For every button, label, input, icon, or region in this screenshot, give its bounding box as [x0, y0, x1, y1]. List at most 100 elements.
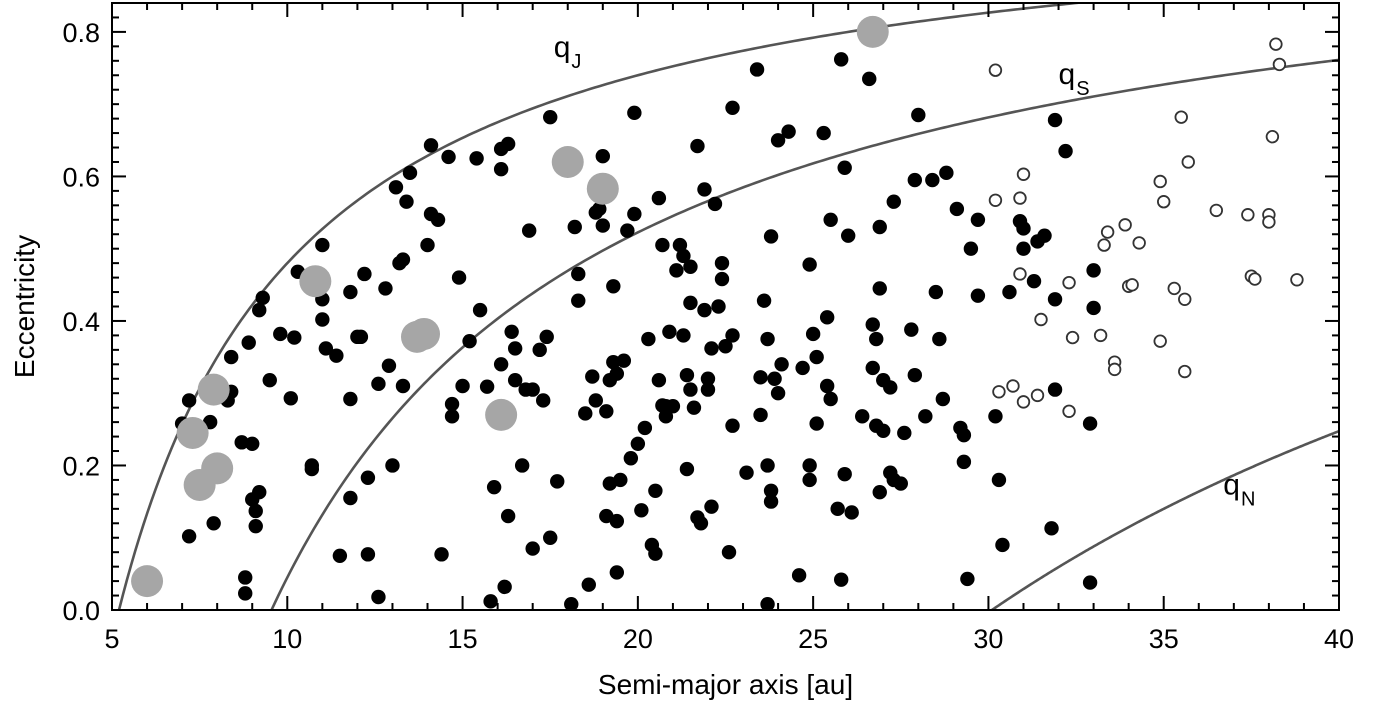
filled-circle-point: [206, 516, 221, 531]
filled-circle-point: [662, 324, 677, 339]
filled-circle-point: [507, 341, 523, 356]
filled-circle-point: [862, 71, 877, 87]
open-circle-point: [1157, 195, 1171, 209]
filled-circle-point: [725, 100, 740, 115]
open-circle-point: [988, 63, 1003, 77]
filled-circle-point: [711, 299, 726, 314]
x-tick-label: 25: [798, 624, 828, 654]
filled-circle-point: [700, 371, 716, 386]
open-circle-point: [1107, 362, 1122, 377]
filled-circle-point: [181, 393, 197, 408]
filled-circle-point: [571, 293, 586, 308]
curve-label-main: q: [554, 31, 571, 64]
filled-circle-point: [795, 360, 810, 376]
filled-circle-point: [960, 571, 975, 587]
filled-circle-point: [893, 476, 908, 491]
y-tick-label: 0.6: [62, 162, 100, 192]
filled-circle-point: [273, 326, 288, 342]
filled-circle-point: [525, 541, 540, 556]
filled-circle-point: [956, 454, 972, 470]
filled-circle-point: [371, 589, 386, 605]
filled-circle-point: [395, 378, 411, 394]
filled-circle-point: [823, 391, 838, 407]
filled-circle-point: [343, 391, 358, 407]
filled-circle-point: [739, 465, 754, 480]
open-circle-point: [1093, 328, 1108, 343]
filled-circle-point: [932, 331, 947, 347]
open-circle-point: [1178, 292, 1192, 306]
open-circle-point: [1262, 215, 1276, 229]
filled-circle-point: [991, 472, 1007, 488]
filled-circle-point: [472, 302, 488, 318]
large-gray-point: [197, 373, 230, 406]
filled-circle-point: [805, 326, 821, 342]
filled-circle-point: [637, 420, 653, 436]
filled-circle-point: [760, 597, 775, 610]
filled-circle-point: [837, 466, 852, 482]
filled-circle-point: [248, 518, 263, 534]
filled-circle-point: [315, 312, 330, 327]
filled-circle-point: [571, 266, 586, 282]
filled-circle-point: [816, 125, 831, 141]
filled-circle-point: [595, 218, 610, 233]
filled-circle-point: [833, 572, 849, 587]
filled-circle-point: [360, 470, 376, 485]
filled-circle-point: [1086, 263, 1101, 278]
large-gray-point: [856, 15, 889, 48]
curve-label-qn: qN: [1223, 468, 1255, 510]
filled-circle-point: [897, 425, 912, 441]
filled-circle-point: [388, 180, 404, 195]
curve-qs: [270, 58, 1339, 610]
filled-circle-point: [255, 290, 270, 306]
open-circle-point: [1030, 388, 1045, 403]
large-gray-point: [131, 565, 164, 598]
filled-circle-point: [872, 281, 887, 296]
filled-circle-point: [360, 547, 376, 562]
filled-circle-point: [676, 328, 691, 343]
filled-circle-point: [588, 393, 603, 408]
filled-circle-point: [704, 341, 719, 356]
open-circle-point: [1016, 395, 1031, 409]
curve-qj: [117, 3, 1090, 610]
filled-circle-point: [532, 342, 547, 358]
filled-circle-point: [911, 107, 926, 123]
filled-circle-point: [616, 353, 632, 368]
filled-circle-point: [865, 317, 880, 332]
filled-circle-point: [238, 586, 253, 601]
filled-circle-point: [928, 284, 944, 300]
open-circle-point: [1153, 334, 1167, 348]
filled-circle-point: [676, 248, 691, 264]
filled-circle-point: [963, 241, 979, 256]
filled-circle-point: [252, 302, 267, 318]
filled-circle-point: [514, 458, 530, 473]
large-gray-point: [299, 265, 332, 298]
filled-circle-point: [378, 281, 393, 296]
filled-circle-point: [609, 513, 625, 529]
filled-circle-point: [402, 165, 418, 181]
filled-circle-point: [430, 212, 446, 227]
filled-circle-point: [665, 399, 681, 414]
filled-circle-point: [669, 263, 684, 278]
filled-circle-point: [725, 328, 740, 343]
filled-circle-point: [543, 530, 558, 545]
filled-circle-point: [718, 339, 733, 354]
open-circle-point: [1118, 218, 1132, 232]
filled-circle-point: [855, 409, 870, 424]
open-circle-point: [1272, 57, 1287, 72]
filled-circle-point: [357, 266, 372, 282]
open-circle-point: [1290, 273, 1304, 287]
filled-circle-point: [304, 458, 320, 473]
filled-circle-point: [1086, 300, 1101, 316]
filled-circle-point: [770, 386, 786, 401]
filled-circle-point: [865, 360, 880, 376]
open-circle-point: [1125, 278, 1139, 292]
pericenter-curves: [117, 3, 1339, 610]
filled-circle-point: [648, 546, 663, 561]
open-circle-point: [1006, 379, 1020, 393]
filled-circle-point: [567, 219, 582, 235]
filled-circle-point: [609, 366, 625, 381]
filled-circle-point: [651, 373, 667, 388]
open-circle-point: [1132, 236, 1146, 250]
filled-circle-point: [623, 451, 639, 466]
filled-circle-point: [809, 416, 824, 431]
